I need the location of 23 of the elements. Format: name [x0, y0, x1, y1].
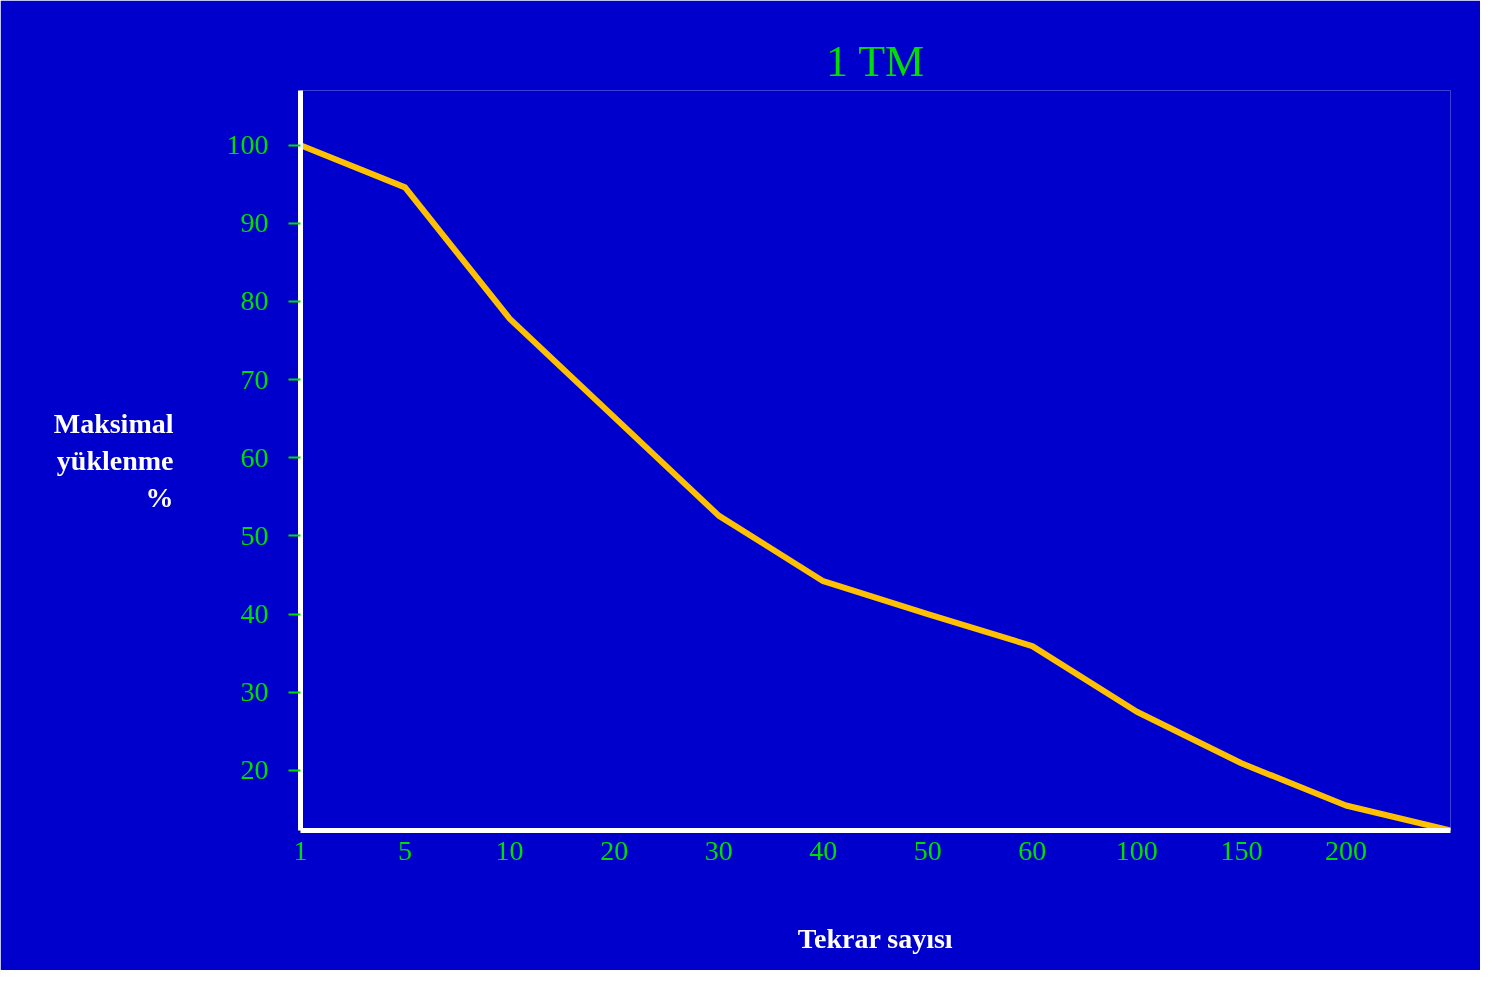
y-axis-title: Maksimal yüklenme %	[53, 407, 174, 514]
x-tick-label: 200	[1324, 834, 1367, 866]
y-tick-label: 70	[240, 363, 269, 395]
y-tick-label: 30	[240, 676, 269, 708]
x-tick-label: 50	[913, 834, 942, 866]
x-tick-label: 100	[1115, 834, 1158, 866]
x-tick-label: 40	[809, 834, 838, 866]
y-tick-label: 100	[226, 129, 269, 161]
x-tick-label: 150	[1220, 834, 1263, 866]
x-tick-label: 20	[600, 834, 629, 866]
x-axis-title: Tekrar sayısı	[797, 922, 953, 954]
y-tick-label: 50	[240, 519, 269, 551]
x-tick-label: 5	[398, 834, 413, 866]
x-tick-label: 10	[495, 834, 524, 866]
y-tick-label: 60	[240, 441, 269, 473]
y-tick-label: 40	[240, 598, 269, 630]
x-tick-label: 30	[704, 834, 733, 866]
x-tick-label: 60	[1018, 834, 1047, 866]
y-tick-label: 90	[240, 207, 269, 239]
chart-title: 1 TM	[826, 36, 925, 86]
y-tick-label: 20	[240, 754, 269, 786]
x-tick-label: 1	[293, 834, 308, 866]
y-tick-label: 80	[240, 285, 269, 317]
